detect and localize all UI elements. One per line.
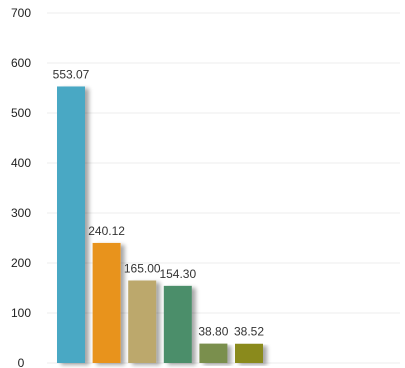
bar [163,285,192,363]
y-tick-label: 400 [11,156,31,170]
bar-value-label: 553.07 [53,67,90,81]
bar-value-label: 154.30 [159,267,196,281]
bar [57,86,85,363]
y-tick-label: 500 [11,106,31,120]
bars [57,86,263,363]
y-tick-label: 100 [11,306,31,320]
bar-value-label: 38.52 [234,325,264,339]
bar-value-label: 240.12 [88,224,125,238]
bar-value-label: 165.00 [124,262,161,276]
y-axis-tick-labels: 0 100 200 300 400 500 600 700 [11,6,31,368]
bar [199,343,228,363]
bar [235,343,263,363]
y-tick-label: 600 [11,56,31,70]
y-tick-label: 700 [11,6,31,20]
y-tick-label: 200 [11,256,31,270]
bar [128,280,157,363]
y-tick-label: 300 [11,206,31,220]
bar [92,242,121,363]
bar-value-label: 38.80 [198,325,228,339]
y-tick-label: 0 [18,356,25,368]
